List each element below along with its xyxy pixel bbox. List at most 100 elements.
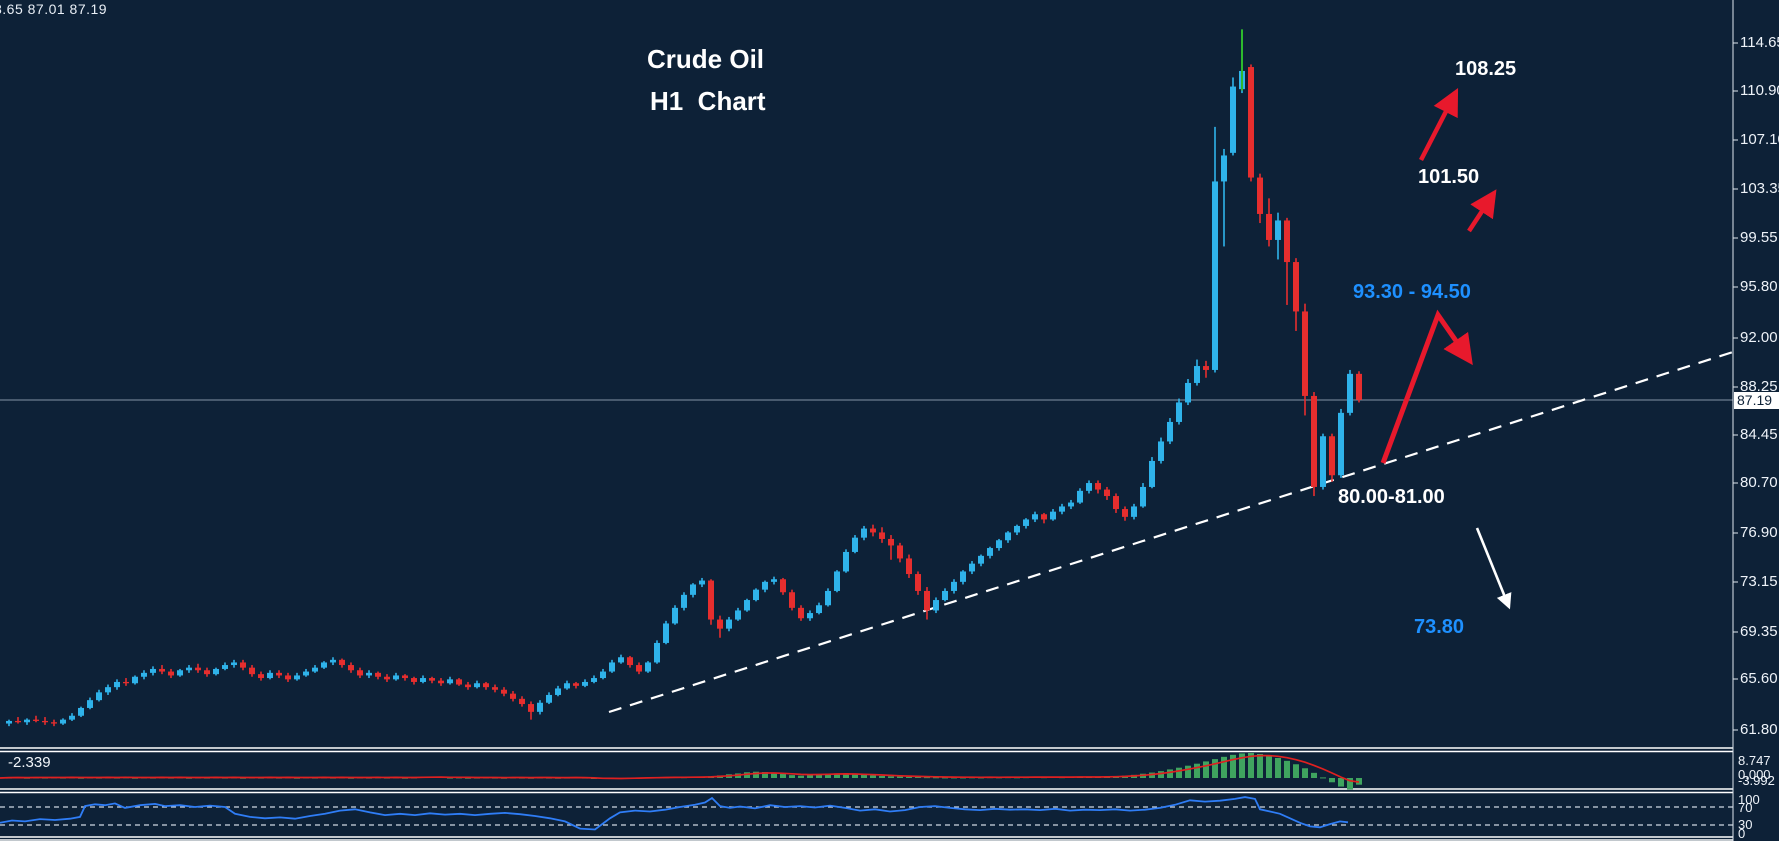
candle-body (609, 662, 615, 672)
histogram-bar (789, 775, 795, 778)
candle-body (276, 672, 282, 676)
price-axis-label: 69.35 (1740, 623, 1778, 640)
candle-body (663, 623, 669, 643)
candle-body (258, 674, 264, 679)
white-arrow (1475, 527, 1512, 610)
red-arrow (1467, 189, 1497, 233)
candle-body (132, 676, 138, 684)
indicator2-level-70: 70 (1738, 800, 1753, 815)
candle-body (645, 662, 651, 672)
candle-body (987, 548, 993, 556)
histogram-bar (924, 777, 930, 779)
price-axis-label: 114.65 (1740, 34, 1779, 51)
candle-body (1248, 67, 1254, 178)
candle-body (933, 600, 939, 611)
histogram-bar (1167, 769, 1173, 778)
candle-body (1023, 519, 1029, 526)
candle-body (24, 719, 30, 723)
histogram-bar (1239, 753, 1245, 778)
red-v-arrow (1380, 309, 1473, 464)
candle-body (186, 667, 192, 671)
candle-body (1059, 506, 1065, 512)
candle-body (735, 610, 741, 620)
candle-body (636, 665, 642, 672)
histogram-bar (807, 775, 813, 778)
candle-body (1005, 532, 1011, 541)
candle-body (42, 720, 48, 723)
price-target-annotation: 108.25 (1455, 58, 1517, 80)
candle-body (897, 545, 903, 559)
candle-body (573, 683, 579, 686)
price-axis-label: 95.80 (1740, 278, 1778, 295)
candle-body (654, 642, 660, 663)
candle-body (1266, 213, 1272, 240)
oscillator-line (0, 796, 1349, 831)
candle-body (105, 687, 111, 693)
candle-body (78, 707, 84, 716)
candle-body (726, 619, 732, 629)
candle-body (942, 590, 948, 601)
candle-body (537, 702, 543, 712)
candle-body (690, 584, 696, 595)
histogram-bar (1284, 760, 1290, 778)
price-axis-label: 76.90 (1740, 524, 1778, 541)
candle-body (618, 657, 624, 663)
histogram-bar (1311, 772, 1317, 778)
candle-body (861, 528, 867, 538)
candle-body (1176, 402, 1182, 422)
candle-body (1230, 86, 1236, 153)
price-axis-label: 107.10 (1740, 131, 1779, 148)
candle-body (1104, 489, 1110, 497)
candle-body (906, 558, 912, 575)
candle-body (1221, 155, 1227, 182)
histogram-bar (942, 777, 948, 779)
candle-body (1140, 486, 1146, 507)
candle-body (384, 676, 390, 680)
candle-body (303, 671, 309, 676)
candle-body (177, 670, 183, 676)
candle-body (51, 722, 57, 724)
ohlc-status-text: 8.65 87.01 87.19 (0, 1, 108, 17)
indicator2-level-0: 0 (1738, 826, 1746, 841)
candle-body (816, 605, 822, 614)
histogram-bar (1293, 764, 1299, 778)
candle-body (96, 692, 102, 701)
candle-body (1356, 373, 1362, 400)
histogram-bar (906, 776, 912, 778)
histogram-bar (1221, 756, 1227, 778)
indicator1-max-label: 8.747 (1738, 753, 1771, 768)
indicator1-min-label: -3.992 (1738, 773, 1775, 788)
candle-body (699, 580, 705, 585)
histogram-bar (762, 771, 768, 778)
candle-body (159, 668, 165, 672)
candle-body (1185, 382, 1191, 403)
candle-body (780, 579, 786, 593)
histogram-bar (825, 773, 831, 778)
histogram-bar (1347, 778, 1353, 790)
candle-body (546, 694, 552, 703)
candle-body (843, 551, 849, 572)
candle-body (519, 698, 525, 705)
candle-body (141, 672, 147, 677)
histogram-bar (888, 776, 894, 778)
candle-body (510, 693, 516, 699)
candle-body (393, 675, 399, 680)
price-axis-label: 110.90 (1740, 82, 1779, 99)
indicator2-level-30: 30 (1738, 817, 1753, 832)
chart-subtitle: H1 Chart (650, 86, 766, 116)
candle-body (870, 528, 876, 533)
candle-body (807, 613, 813, 619)
histogram-bar (1203, 761, 1209, 778)
price-target-annotation: 80.00-81.00 (1338, 486, 1445, 508)
candle-body (465, 684, 471, 688)
price-axis-label: 88.25 (1740, 378, 1778, 395)
candle-body (591, 678, 597, 682)
histogram-bar (771, 772, 777, 778)
candle-body (1284, 220, 1290, 263)
candle-body (1149, 460, 1155, 487)
candle-body (852, 537, 858, 552)
candle-body (1068, 502, 1074, 507)
candle-body (951, 581, 957, 591)
